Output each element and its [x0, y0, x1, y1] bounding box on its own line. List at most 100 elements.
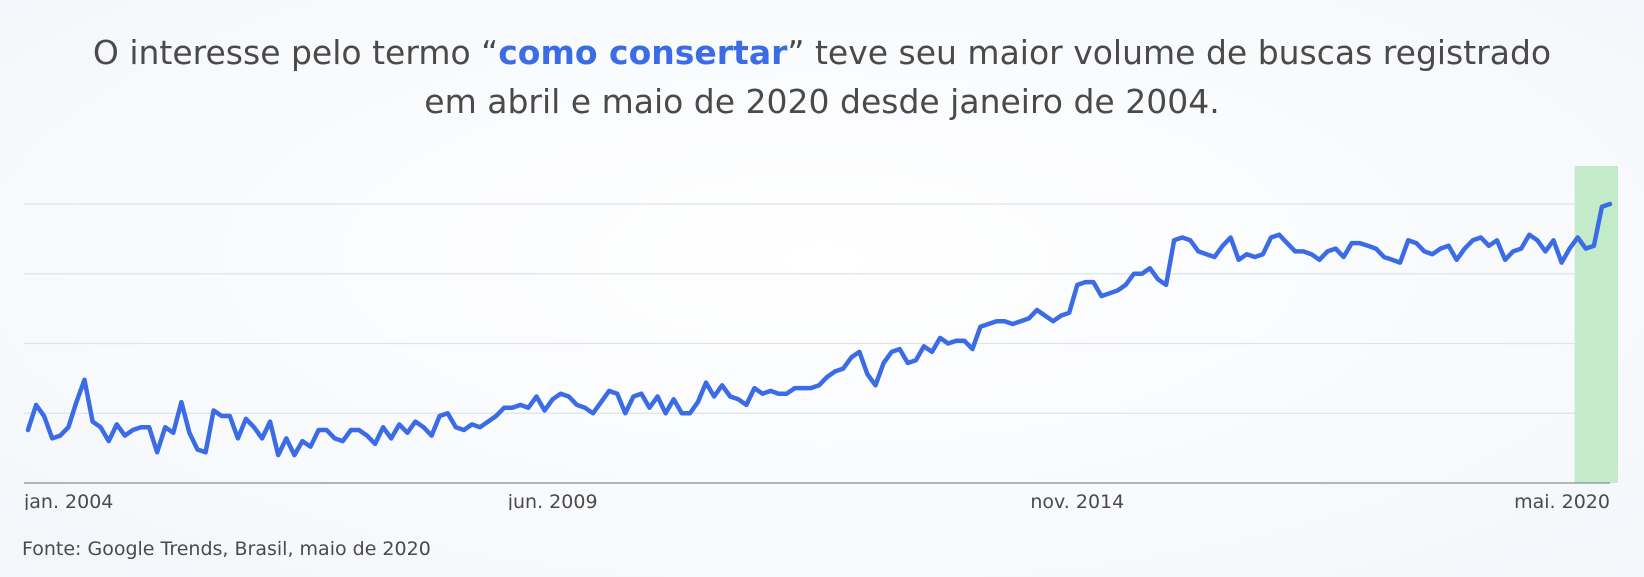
data-point — [955, 339, 958, 342]
source-note: Fonte: Google Trends, Brasil, maio de 20… — [22, 538, 431, 560]
data-point — [204, 451, 207, 454]
data-point — [850, 356, 853, 359]
data-point — [1027, 317, 1031, 320]
data-point — [1398, 261, 1402, 264]
data-point — [357, 428, 361, 432]
chart-title: O interesse pelo termo “como consertar” … — [0, 28, 1644, 126]
data-point — [1407, 239, 1410, 242]
data-point — [341, 439, 344, 443]
highlight-band — [1574, 166, 1618, 483]
data-point — [1608, 202, 1612, 206]
data-point — [1471, 239, 1474, 242]
title-suffix: ” teve seu maior volume de buscas regist… — [787, 33, 1552, 72]
data-point — [1229, 236, 1232, 239]
data-point — [155, 451, 159, 454]
data-point — [438, 414, 441, 418]
line-chart: jan. 2004 jun. 2009 nov. 2014 mai. 2020 — [23, 166, 1618, 510]
data-point — [817, 384, 821, 387]
data-point — [842, 367, 845, 370]
data-point — [333, 437, 336, 440]
data-point — [390, 437, 393, 440]
data-point — [454, 426, 457, 429]
data-point — [1568, 247, 1571, 250]
data-point — [1205, 253, 1208, 256]
data-point — [753, 386, 756, 390]
data-point — [1084, 280, 1087, 284]
data-point — [1003, 319, 1006, 323]
data-point — [1092, 280, 1095, 284]
data-point — [640, 392, 643, 395]
data-point — [1245, 253, 1248, 256]
data-point — [470, 423, 474, 426]
data-point — [1035, 308, 1039, 312]
data-point — [317, 428, 320, 432]
data-point — [188, 431, 191, 434]
data-point — [1342, 255, 1345, 259]
data-point — [34, 403, 38, 407]
data-point — [1172, 239, 1176, 242]
data-point — [890, 350, 893, 354]
data-point — [777, 392, 780, 395]
data-point — [737, 398, 740, 401]
data-point — [1447, 244, 1450, 248]
data-point — [1148, 266, 1152, 270]
data-point — [1285, 241, 1289, 245]
data-point — [196, 448, 199, 451]
data-point — [1302, 250, 1305, 253]
data-point — [1592, 244, 1596, 248]
data-point — [252, 426, 256, 429]
data-point — [1076, 283, 1079, 287]
title-highlight-term: como consertar — [498, 33, 788, 72]
data-point — [696, 400, 700, 404]
data-point — [83, 378, 86, 381]
data-point — [107, 439, 110, 443]
data-point — [1043, 314, 1047, 317]
data-point — [858, 350, 861, 354]
data-point — [115, 423, 118, 426]
x-axis: jan. 2004 jun. 2009 nov. 2014 mai. 2020 — [23, 482, 1610, 510]
data-point — [91, 420, 94, 423]
data-point — [1124, 283, 1127, 287]
data-point — [462, 428, 466, 432]
data-point — [1132, 272, 1135, 275]
data-point — [1277, 233, 1281, 236]
data-point — [268, 420, 272, 423]
data-point — [172, 431, 175, 434]
data-point — [123, 434, 127, 437]
data-point — [1382, 255, 1386, 259]
data-point — [131, 428, 135, 432]
data-point — [987, 322, 990, 326]
x-tick-label: jun. 2009 — [507, 491, 598, 510]
data-point — [1108, 292, 1111, 295]
data-point — [1253, 255, 1257, 259]
highlight-band-layer — [1574, 166, 1618, 483]
data-point — [75, 400, 78, 404]
data-point — [406, 431, 409, 434]
data-point — [591, 412, 595, 415]
data-point — [1261, 253, 1265, 256]
data-point — [446, 412, 449, 415]
data-point — [212, 409, 215, 412]
data-point — [672, 398, 675, 401]
data-point — [1439, 247, 1442, 250]
data-point — [1318, 258, 1321, 261]
data-point — [494, 414, 498, 418]
data-point — [67, 426, 70, 429]
data-point — [1479, 236, 1483, 239]
data-point — [632, 395, 635, 398]
data-point — [180, 400, 183, 404]
title-prefix: O interesse pelo termo “ — [92, 33, 499, 72]
title-line2: em abril e maio de 2020 desde janeiro de… — [424, 82, 1220, 121]
data-point — [1294, 250, 1297, 253]
data-point — [1600, 205, 1604, 208]
data-point — [236, 437, 240, 440]
data-point — [1164, 283, 1168, 287]
data-point — [1552, 239, 1555, 242]
series-line-como-consertar — [25, 201, 1613, 458]
data-point — [1584, 247, 1587, 250]
data-point — [1415, 241, 1418, 245]
data-point — [664, 412, 667, 415]
data-point — [1334, 247, 1337, 250]
data-point — [365, 434, 369, 437]
data-point — [99, 426, 102, 429]
